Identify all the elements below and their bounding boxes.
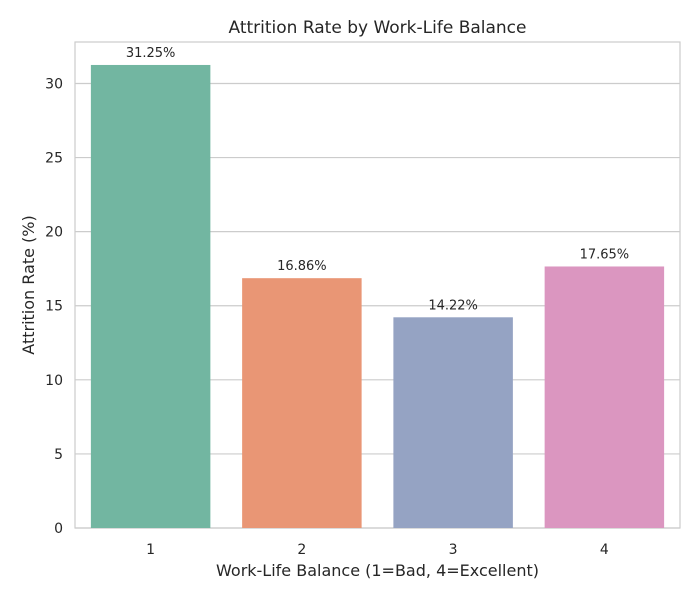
x-tick-label: 2 (297, 542, 306, 558)
bar-2 (242, 278, 362, 528)
x-tick-label: 3 (449, 542, 458, 558)
x-axis-label: Work-Life Balance (1=Bad, 4=Excellent) (216, 561, 539, 580)
bar-1 (90, 64, 211, 528)
data-label: 17.65% (580, 247, 630, 262)
x-tick-label: 1 (146, 542, 155, 558)
y-axis-label: Attrition Rate (%) (19, 215, 38, 354)
data-label: 16.86% (277, 259, 327, 274)
y-tick-label: 15 (45, 299, 63, 315)
bar-3 (393, 317, 513, 528)
y-tick-label: 5 (54, 447, 63, 463)
y-tick-label: 30 (45, 76, 63, 92)
chart-title: Attrition Rate by Work-Life Balance (228, 18, 526, 38)
data-label: 31.25% (126, 46, 176, 61)
x-axis-ticks: 1 2 3 4 (146, 542, 609, 558)
data-label: 14.22% (428, 298, 478, 313)
bars (90, 64, 665, 528)
y-tick-label: 0 (54, 521, 63, 537)
x-tick-label: 4 (600, 542, 609, 558)
y-tick-label: 10 (45, 373, 63, 389)
y-tick-label: 20 (45, 225, 63, 241)
data-labels: 31.25% 16.86% 14.22% 17.65% (126, 46, 629, 313)
y-axis-ticks: 0 5 10 15 20 25 30 (45, 76, 63, 537)
y-tick-label: 25 (45, 151, 63, 167)
bar-4 (544, 266, 665, 528)
